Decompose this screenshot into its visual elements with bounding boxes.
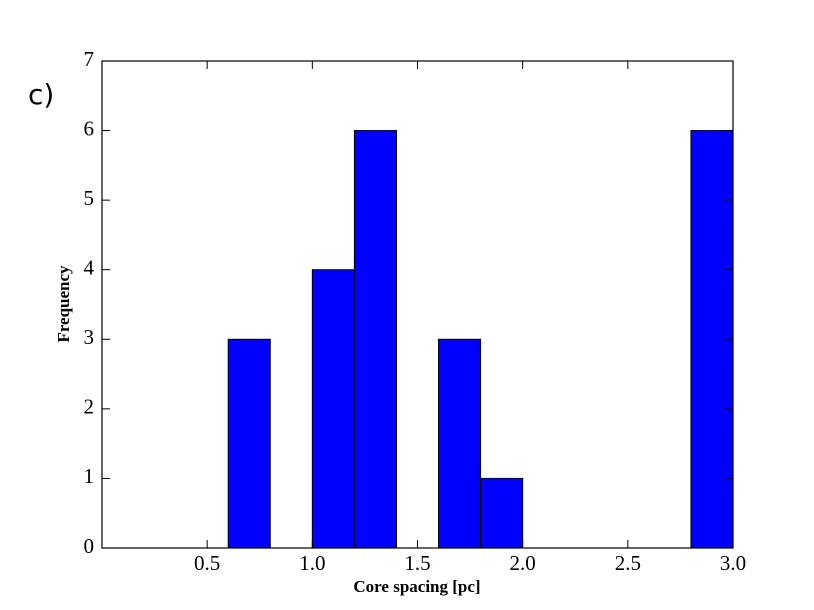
x-tick-label: 2.0: [510, 551, 536, 575]
y-tick-label: 0: [84, 534, 95, 558]
x-tick-label: 2.5: [615, 551, 641, 575]
y-tick-label: 2: [84, 395, 95, 419]
x-tick-label: 0.5: [194, 551, 220, 575]
x-tick-label: 1.5: [404, 551, 430, 575]
bar: [227, 338, 271, 549]
y-tick-label: 4: [84, 256, 95, 280]
bar: [480, 477, 524, 549]
y-tick-label: 3: [84, 325, 95, 349]
y-tick-label: 5: [84, 186, 95, 210]
y-axis-label: Frequency: [54, 265, 73, 343]
y-tick-label: 7: [84, 47, 95, 71]
y-tick-label: 1: [84, 464, 95, 488]
plot-frame: [101, 60, 734, 549]
bar: [311, 269, 355, 549]
bar: [438, 338, 482, 549]
x-axis-label: Core spacing [pc]: [353, 577, 480, 596]
x-tick-label: 3.0: [720, 551, 746, 575]
panel-label: c): [28, 78, 54, 111]
bar: [353, 130, 397, 549]
x-tick-label: 1.0: [299, 551, 325, 575]
y-tick-label: 6: [84, 116, 95, 140]
